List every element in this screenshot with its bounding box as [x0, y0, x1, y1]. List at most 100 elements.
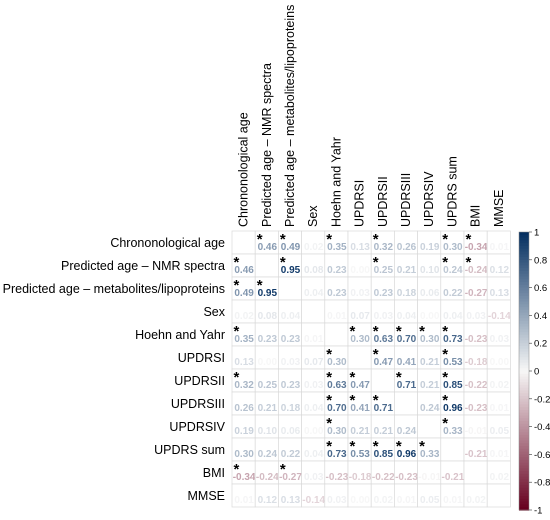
cell-value-label: -0.22 — [465, 380, 488, 391]
cell-value-label: 0.00 — [258, 357, 278, 368]
significance-star: * — [442, 415, 448, 432]
cell-value-label: 0.02 — [374, 495, 394, 506]
colorbar-swatch — [519, 465, 529, 469]
colorbar-swatch — [519, 487, 529, 492]
cell-value-label: 0.05 — [420, 495, 440, 506]
cell-value-label: 0.01 — [327, 311, 347, 322]
cell-value-label: 0.03 — [327, 495, 347, 506]
colorbar-swatch — [519, 421, 529, 425]
significance-star: * — [442, 323, 448, 340]
significance-star: * — [234, 254, 240, 271]
column-label: BMI — [469, 205, 483, 227]
cell-value-label: 0.02 — [466, 495, 486, 506]
cell-value-label: 0.53 — [350, 449, 370, 460]
cell-value-label: 0.41 — [350, 403, 370, 414]
significance-star: * — [326, 231, 332, 248]
colorbar-swatch — [519, 279, 529, 283]
cell-value-label: 0.24 — [258, 449, 278, 460]
colorbar-swatch — [519, 351, 529, 355]
colorbar-tick-label: 0.4 — [534, 311, 547, 322]
colorbar-swatch — [519, 318, 529, 322]
colorbar-swatch — [519, 304, 529, 308]
column-label: Hoehn and Yahr — [329, 137, 343, 227]
column-label: Chrononological age — [237, 112, 251, 227]
cell-value-label: 0.02 — [490, 472, 510, 483]
colorbar-swatch — [519, 446, 529, 450]
significance-star: * — [280, 461, 286, 478]
cell-value-label: 0.01 — [234, 495, 254, 506]
colorbar-swatch — [519, 471, 529, 475]
cell-value-label: 0.32 — [374, 242, 394, 253]
cell-value-label: 0.00 — [350, 265, 370, 276]
colorbar-swatch — [519, 382, 529, 386]
colorbar-swatch — [519, 309, 529, 314]
colorbar-swatch — [519, 454, 529, 458]
cell-value-label: 0.70 — [327, 403, 347, 414]
colorbar-swatch — [519, 490, 529, 494]
significance-star: * — [350, 392, 356, 409]
cell-value-label: 0.49 — [234, 288, 254, 299]
row-label: Hoehn and Yahr — [135, 328, 225, 342]
colorbar-swatch — [519, 423, 529, 428]
cell-value-label: 0.26 — [234, 403, 254, 414]
cell-value-label: 0.95 — [258, 288, 278, 299]
cell-value-label: 0.95 — [281, 265, 301, 276]
colorbar-swatch — [519, 401, 529, 405]
cell-value-label: 0.24 — [397, 426, 417, 437]
column-label: Predicted age – metabolites/lipoproteins — [283, 5, 297, 227]
cell-value-label: 0.03 — [304, 472, 324, 483]
significance-star: * — [280, 231, 286, 248]
row-labels: Chrononological age Predicted age – NMR s… — [3, 236, 226, 503]
cell-value-label: 0.25 — [258, 380, 278, 391]
colorbar-swatch — [519, 290, 529, 294]
colorbar-swatch — [519, 376, 529, 380]
significance-star: * — [234, 277, 240, 294]
colorbar-swatch — [519, 234, 529, 239]
row-label: BMI — [203, 466, 225, 480]
matrix-cell — [440, 437, 465, 462]
cell-value-label: -0.21 — [465, 449, 488, 460]
colorbar-swatch — [519, 440, 529, 444]
cell-value-label: 0.25 — [374, 265, 394, 276]
cell-value-label: 0.33 — [443, 426, 463, 437]
row-label: UPDRSIV — [169, 420, 225, 434]
colorbar-swatch — [519, 298, 529, 303]
colorbar-swatch — [519, 390, 529, 394]
colorbar-swatch — [519, 343, 529, 347]
colorbar-swatch — [519, 259, 529, 264]
significance-star: * — [373, 438, 379, 455]
cell-value-label: 0.00 — [490, 357, 510, 368]
colorbar-swatch — [519, 265, 529, 269]
cell-value-label: 0.21 — [420, 357, 440, 368]
colorbar-swatch — [519, 448, 529, 453]
colorbar-swatch — [519, 496, 529, 500]
colorbar-swatch — [519, 415, 529, 419]
row-label: Predicted age – metabolites/lipoproteins — [3, 282, 225, 296]
cell-value-label: -0.24 — [465, 265, 488, 276]
colorbar-swatch — [519, 398, 529, 403]
cell-value-label: 0.30 — [443, 242, 463, 253]
cell-value-label: -0.18 — [465, 357, 488, 368]
matrix-cells: 0.46* 0.49* 0.02 0.35* 0.13 0.32* 0.26 0.19 0.30… — [231, 230, 511, 508]
colorbar-swatch — [519, 418, 529, 422]
cell-value-label: 0.30 — [327, 357, 347, 368]
colorbar-swatch — [519, 251, 529, 255]
colorbar-tick-label: -0.8 — [534, 478, 550, 489]
cell-value-label: 0.21 — [350, 426, 370, 437]
matrix-cell — [231, 230, 256, 255]
colorbar-swatch — [519, 243, 529, 247]
colorbar-swatch — [519, 407, 529, 411]
colorbar-swatch — [519, 451, 529, 455]
cell-value-label: -0.34 — [233, 472, 256, 483]
significance-star: * — [326, 369, 332, 386]
cell-value-label: 0.13 — [490, 288, 510, 299]
cell-value-label: 0.04 — [304, 403, 324, 414]
colorbar-tick-label: -0.6 — [534, 450, 550, 461]
significance-star: * — [350, 369, 356, 386]
colorbar: 1 0.8 0.6 0.4 0.2 0 -0.2 -0.4 -0.6 -0.8 -1 — [518, 228, 550, 517]
matrix-cell — [417, 414, 442, 439]
cell-value-label: 0.63 — [374, 334, 394, 345]
colorbar-swatch — [519, 429, 529, 433]
colorbar-swatch — [519, 284, 529, 289]
cell-value-label: 0.30 — [327, 426, 347, 437]
